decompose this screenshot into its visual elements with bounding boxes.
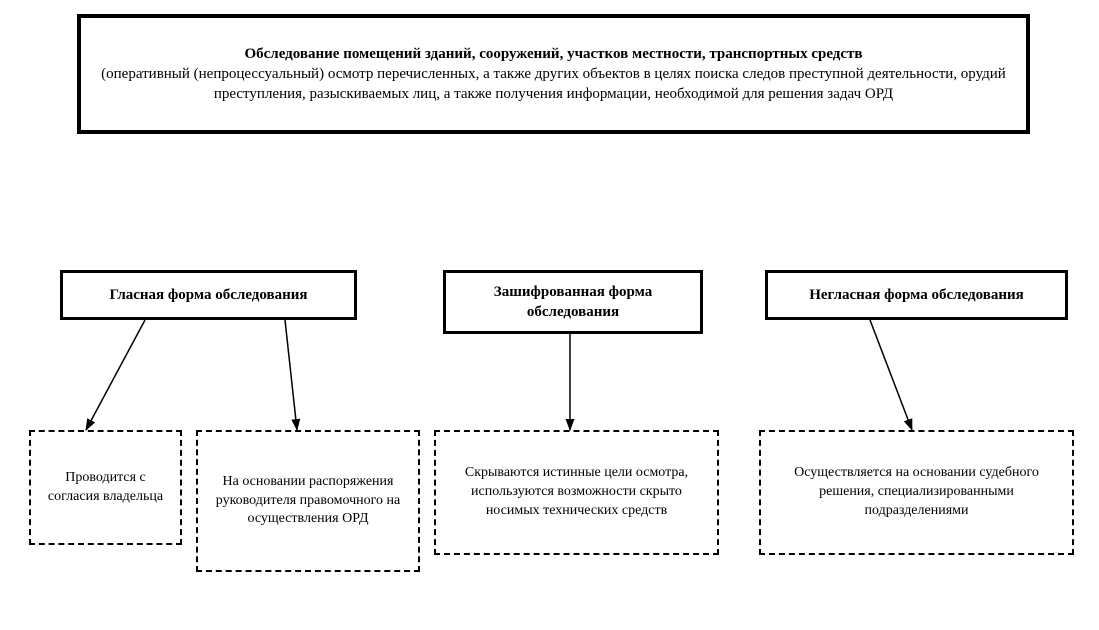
leaf-consent-label: Проводится с согласия владельца xyxy=(45,469,166,507)
edge-form_open-to-leaf_order xyxy=(285,320,297,430)
form-covert-label: Негласная форма обследования xyxy=(809,285,1024,305)
leaf-hidden-label: Скрываются истинные цели осмотра, исполь… xyxy=(450,464,703,521)
form-covert-box: Негласная форма обследования xyxy=(765,270,1068,320)
edge-form_covert-to-leaf_court xyxy=(870,320,912,430)
leaf-order-label: На основании распоряжения руководителя п… xyxy=(212,473,404,530)
leaf-court-label: Осуществляется на основании судебного ре… xyxy=(775,464,1058,521)
leaf-court-box: Осуществляется на основании судебного ре… xyxy=(759,430,1074,555)
form-open-label: Гласная форма обследования xyxy=(109,285,307,305)
form-cipher-label: Зашифрованная форма обследования xyxy=(460,282,686,323)
leaf-order-box: На основании распоряжения руководителя п… xyxy=(196,430,420,572)
edge-form_open-to-leaf_consent xyxy=(86,320,145,430)
diagram-canvas: Обследование помещений зданий, сооружени… xyxy=(0,0,1099,630)
form-cipher-box: Зашифрованная форма обследования xyxy=(443,270,703,334)
leaf-consent-box: Проводится с согласия владельца xyxy=(29,430,182,545)
leaf-hidden-box: Скрываются истинные цели осмотра, исполь… xyxy=(434,430,719,555)
root-box: Обследование помещений зданий, сооружени… xyxy=(77,14,1030,134)
root-body: (оперативный (непроцессуальный) осмотр п… xyxy=(95,64,1012,105)
form-open-box: Гласная форма обследования xyxy=(60,270,357,320)
root-title: Обследование помещений зданий, сооружени… xyxy=(244,44,862,64)
